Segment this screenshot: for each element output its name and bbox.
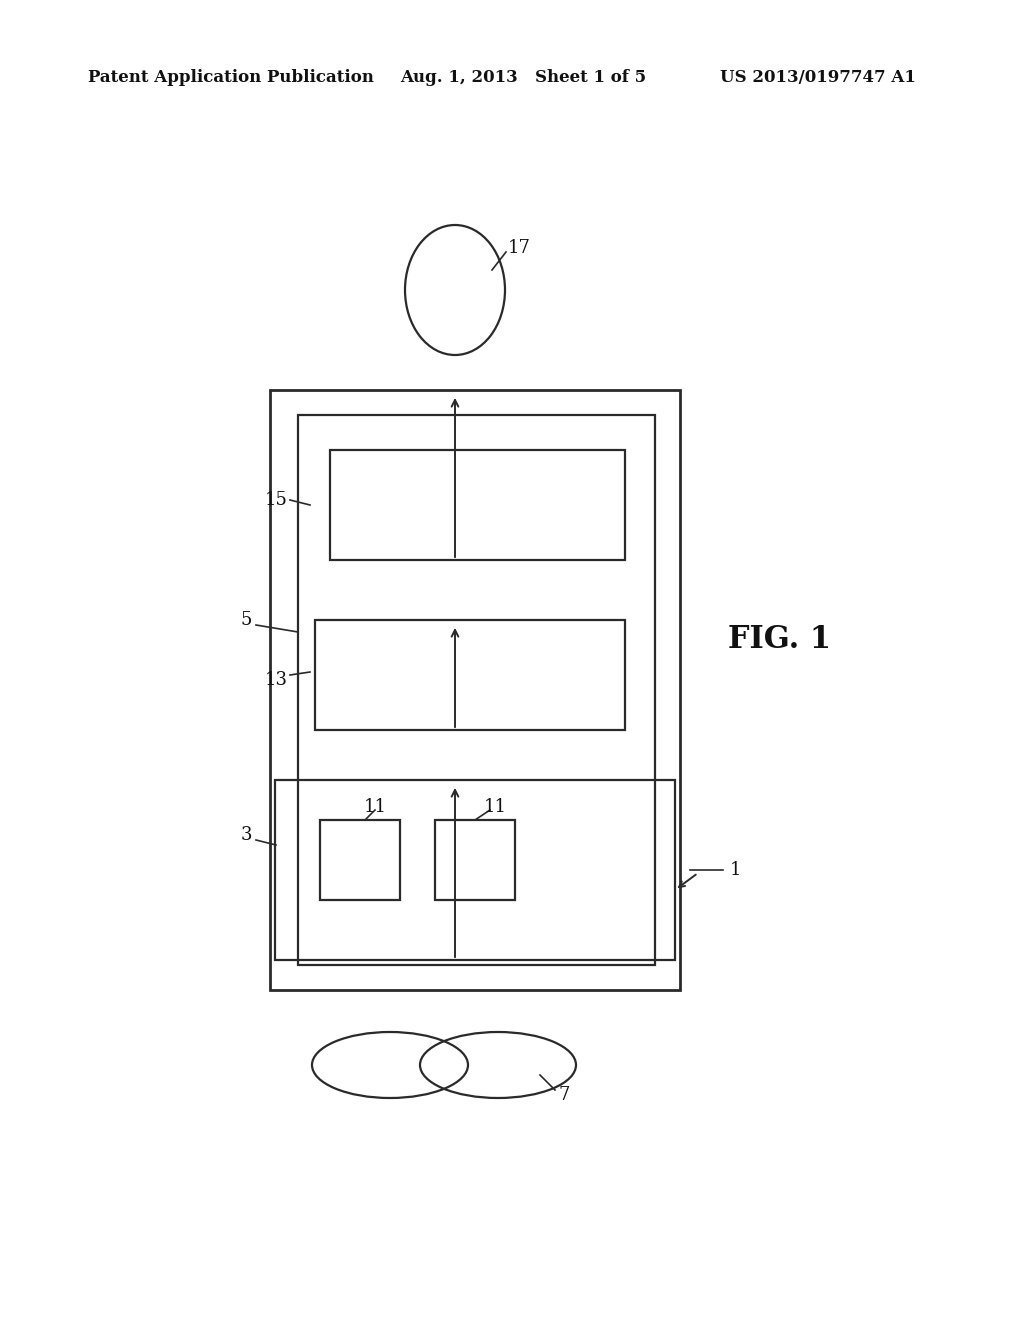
Text: 11: 11 [364,799,386,816]
Text: 5: 5 [241,611,252,630]
Text: 1: 1 [730,861,741,879]
Bar [298,414,655,965]
Bar [275,780,675,960]
Text: 17: 17 [508,239,530,257]
Text: Patent Application Publication: Patent Application Publication [88,70,374,87]
Text: FIG. 1: FIG. 1 [728,624,831,656]
Text: 7: 7 [558,1086,569,1104]
Bar [330,450,625,560]
Text: US 2013/0197747 A1: US 2013/0197747 A1 [720,70,915,87]
Text: 15: 15 [265,491,288,510]
Bar [270,389,680,990]
Text: Aug. 1, 2013   Sheet 1 of 5: Aug. 1, 2013 Sheet 1 of 5 [400,70,646,87]
Bar [319,820,400,900]
Bar [435,820,515,900]
Text: 13: 13 [265,671,288,689]
Text: 3: 3 [241,826,252,843]
Bar [315,620,625,730]
Text: 11: 11 [483,799,507,816]
